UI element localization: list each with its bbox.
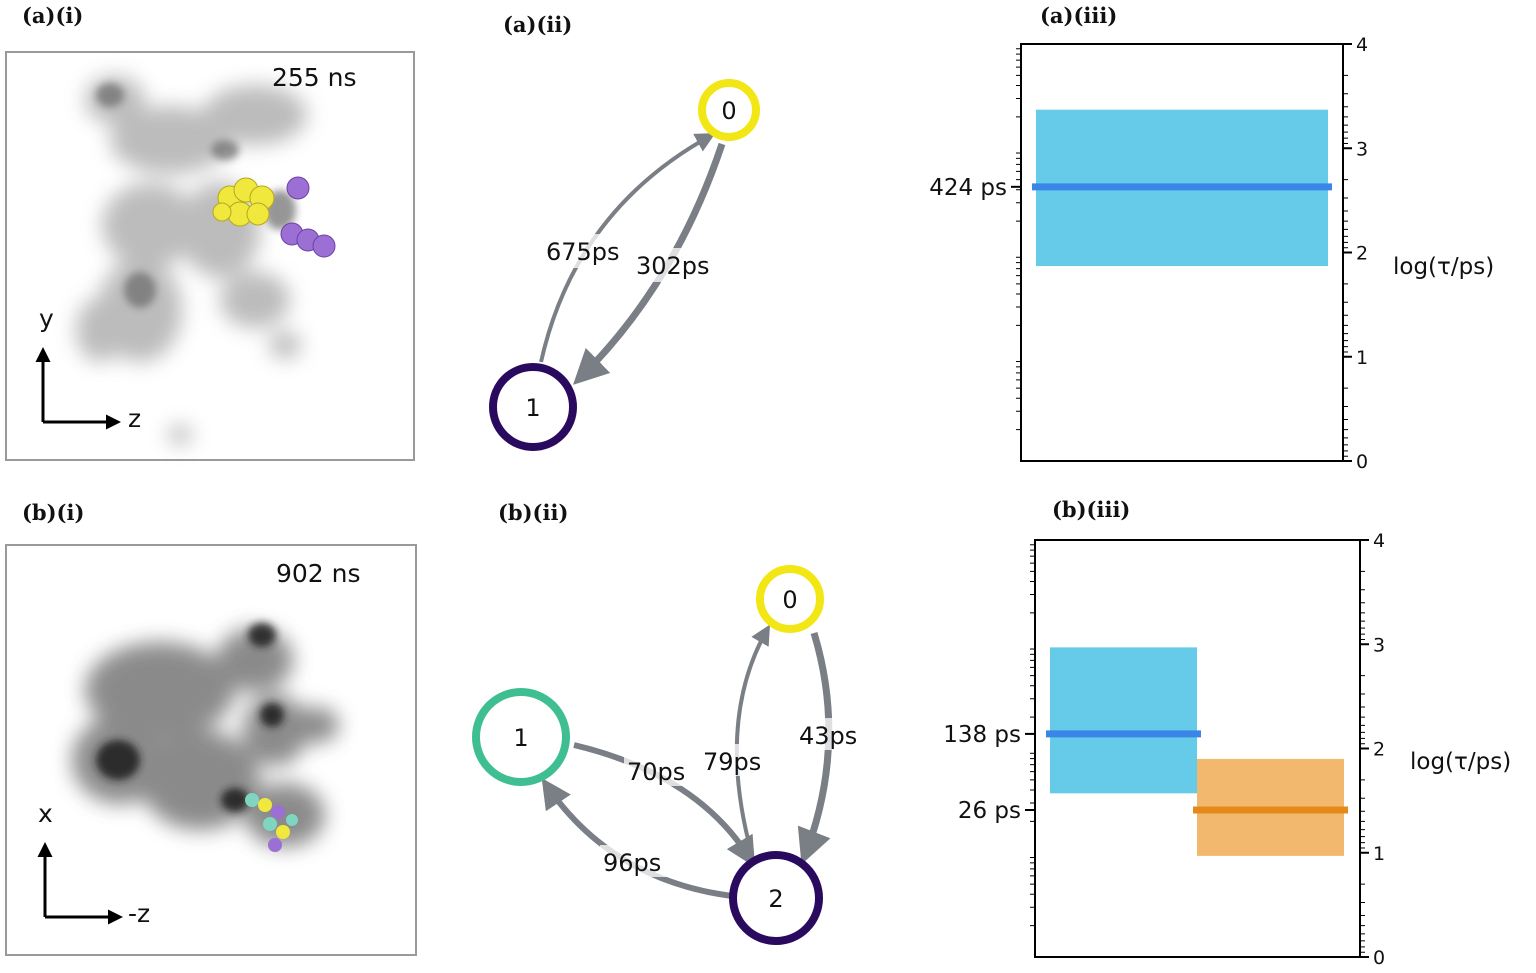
edge-a-1-to-0: [539, 133, 716, 363]
state-node-b-2-label: 2: [768, 885, 783, 913]
snapshot-a-axis-up: y: [39, 304, 54, 333]
chart-b-ytick-label-1: 1: [1373, 843, 1385, 865]
edge-label-a-1-to-0: 675ps: [546, 238, 620, 266]
chart-a-ytick-label-1: 1: [1356, 347, 1368, 369]
chart-b-ytick-label-2: 2: [1373, 739, 1385, 761]
edge-label-b-1-to-2: 70ps: [627, 758, 685, 786]
edge-label-b-2-to-0: 79ps: [703, 748, 761, 776]
chart-b-ytick-label-0: 0: [1373, 947, 1385, 969]
edge-b-2-to-0: [734, 624, 770, 856]
state-node-b-2: [729, 851, 823, 945]
state-node-b-0-label: 0: [782, 586, 797, 614]
chart-a-ytick-label-2: 2: [1356, 243, 1368, 265]
chart-b-ytick-label-4: 4: [1373, 530, 1385, 552]
edge-b-2-to-1: [541, 778, 733, 899]
snapshot-b-axis-up: x: [38, 799, 53, 828]
state-graph-a: 675ps 302ps 0 1: [489, 79, 760, 451]
chart-b-state-1-label: 26 ps: [958, 798, 1021, 824]
state-node-a-0-label: 0: [721, 97, 736, 125]
edge-label-b-0-to-2: 43ps: [799, 722, 857, 750]
panel-label-a-iii: (a)(iii): [1040, 3, 1117, 28]
state-node-a-1-label: 1: [525, 394, 540, 422]
panel-label-b-ii: (b)(ii): [498, 500, 568, 525]
state-node-b-1: [472, 688, 570, 786]
snapshot-a-axis-right: z: [128, 404, 141, 433]
snapshot-a: 255 ns y z: [5, 51, 415, 461]
lifetime-chart-a: 0 1 2 3 4 424 ps log(τ/ps): [929, 34, 1494, 473]
molecule-yellow: [212, 177, 275, 227]
chart-b-state-0-band: [1050, 647, 1197, 794]
panel-label-a-ii: (a)(ii): [503, 12, 572, 37]
snapshot-b: 902 ns x -z: [5, 544, 417, 956]
snapshot-b-density: [72, 628, 339, 847]
chart-b-state-0-label: 138 ps: [943, 722, 1021, 748]
snapshot-b-axis-right: -z: [128, 899, 150, 928]
snapshot-a-density: [76, 76, 307, 445]
snapshot-a-time: 255 ns: [272, 63, 357, 92]
lifetime-chart-b: 0 1 2 3 4 138 ps 26 ps log(τ/ps): [943, 530, 1511, 969]
state-node-a-0: [698, 79, 760, 141]
chart-a-ytick-label-0: 0: [1356, 451, 1368, 473]
chart-a-ylabel: log(τ/ps): [1393, 254, 1494, 280]
edge-label-a-0-to-1: 302ps: [636, 252, 710, 280]
molecule-purple: [280, 176, 336, 258]
snapshot-b-time: 902 ns: [276, 559, 361, 588]
edge-label-b-2-to-1: 96ps: [603, 849, 661, 877]
chart-b-ytick-label-3: 3: [1373, 634, 1385, 656]
state-node-a-1: [489, 363, 577, 451]
molecule-mixed: [245, 793, 298, 852]
chart-a-ytick-label-3: 3: [1356, 138, 1368, 160]
snapshot-b-core: [96, 623, 284, 812]
panel-label-b-i: (b)(i): [22, 500, 84, 525]
edge-b-1-to-2: [573, 742, 756, 868]
chart-a-state-0-label: 424 ps: [929, 175, 1007, 201]
state-node-b-1-label: 1: [513, 724, 528, 752]
state-node-b-0: [756, 565, 824, 633]
state-graph-b: 79ps 43ps 70ps 96ps 0 1 2: [472, 565, 868, 945]
panel-label-b-iii: (b)(iii): [1052, 497, 1130, 522]
panel-label-a-i: (a)(i): [22, 3, 83, 28]
chart-a-ytick-label-4: 4: [1356, 34, 1368, 56]
chart-b-ylabel: log(τ/ps): [1410, 749, 1511, 775]
